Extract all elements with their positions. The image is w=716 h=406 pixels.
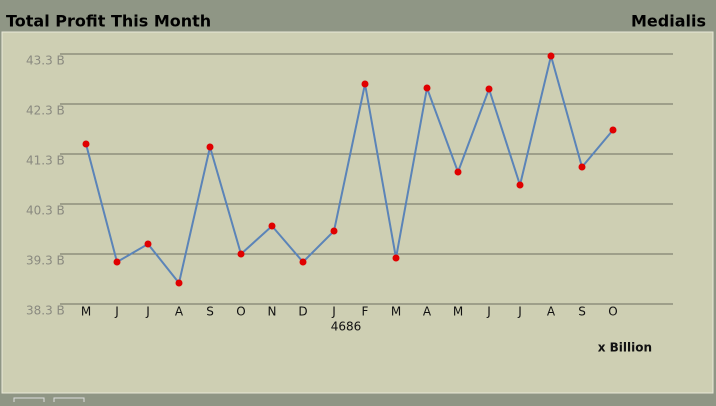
brand: Medialis bbox=[631, 12, 706, 31]
unit-label: x Billion bbox=[598, 341, 652, 355]
y-tick-label: 41.3 B bbox=[26, 154, 65, 168]
x-tick-label: M bbox=[453, 305, 463, 319]
point bbox=[206, 143, 214, 151]
x-tick-label: D bbox=[298, 305, 307, 319]
x-tick-label: M bbox=[391, 305, 401, 319]
y-tick-label: 40.3 B bbox=[26, 204, 65, 218]
point bbox=[237, 250, 245, 258]
line bbox=[85, 52, 614, 286]
chart-title: Total Profit This Month bbox=[6, 12, 211, 31]
point bbox=[299, 258, 307, 266]
point bbox=[175, 279, 183, 287]
point bbox=[144, 240, 152, 248]
point bbox=[82, 140, 90, 148]
x-tick-label: A bbox=[547, 305, 556, 319]
y-tick-label: 43.3 B bbox=[26, 54, 65, 68]
point bbox=[113, 258, 121, 266]
x-tick-label: M bbox=[81, 305, 91, 319]
x-tick-label: A bbox=[175, 305, 184, 319]
point bbox=[485, 85, 493, 93]
x-tick-label: O bbox=[608, 305, 617, 319]
y-tick-label: 38.3 B bbox=[26, 304, 65, 318]
point bbox=[392, 254, 400, 262]
x-tick-label: N bbox=[268, 305, 277, 319]
x-tick-label: O bbox=[236, 305, 245, 319]
point bbox=[454, 168, 462, 176]
year-label: 4686 bbox=[331, 320, 362, 334]
x-tick-label: J bbox=[114, 305, 119, 319]
x-tick-label: J bbox=[517, 305, 522, 319]
point bbox=[423, 84, 431, 92]
x-tick-label: S bbox=[578, 305, 586, 319]
point bbox=[578, 163, 586, 171]
point bbox=[268, 222, 276, 230]
x-tick-label: J bbox=[331, 305, 336, 319]
point bbox=[361, 80, 369, 88]
x-tick-label: J bbox=[486, 305, 491, 319]
point bbox=[330, 227, 338, 235]
y-tick-label: 42.3 B bbox=[26, 104, 65, 118]
y-tick-label: 39.3 B bbox=[26, 254, 65, 268]
point bbox=[547, 52, 555, 60]
plot-panel bbox=[1, 31, 714, 394]
x-tick-label: S bbox=[206, 305, 214, 319]
point bbox=[516, 181, 524, 189]
point bbox=[609, 126, 617, 134]
x-tick-label: F bbox=[362, 305, 369, 319]
x-tick-label: A bbox=[423, 305, 432, 319]
x-tick-label: J bbox=[145, 305, 150, 319]
